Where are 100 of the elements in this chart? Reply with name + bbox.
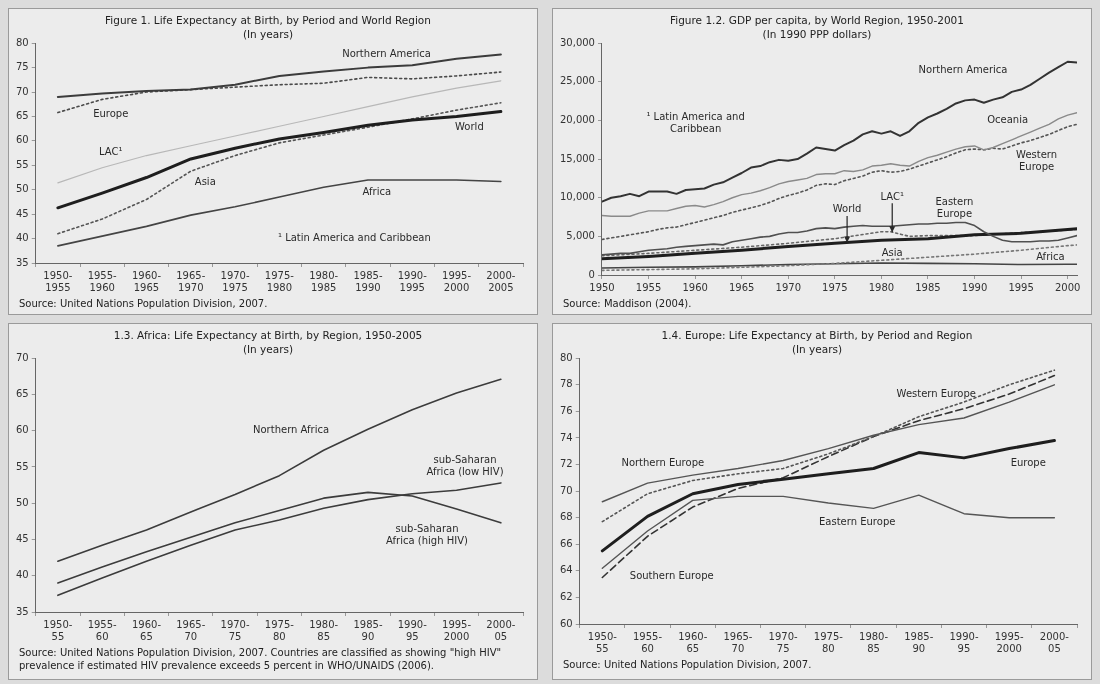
y-tick-label: 55 bbox=[15, 158, 29, 170]
x-tick-label: 1970-1975 bbox=[220, 269, 250, 293]
y-tick-label: 40 bbox=[15, 232, 29, 244]
y-tick-label: 60 bbox=[15, 134, 29, 146]
series-label: LAC¹ bbox=[99, 145, 123, 157]
x-tick-label: 1995-2000 bbox=[442, 618, 472, 642]
annotation: ¹ Latin America and Caribbean bbox=[646, 110, 745, 134]
y-tick-label: 65 bbox=[15, 388, 29, 400]
x-tick-label: 2000-05 bbox=[486, 618, 516, 642]
series-label: Northern Europe bbox=[621, 456, 705, 468]
chart-subtitle: (In years) bbox=[242, 342, 294, 355]
x-tick-label: 1995-2000 bbox=[442, 269, 472, 293]
y-tick-label: 62 bbox=[559, 591, 573, 603]
chart-title: 1.4. Europe: Life Expectancy at Birth, by Period and Region bbox=[661, 329, 973, 342]
x-tick-label: 1985-90 bbox=[353, 618, 383, 642]
y-tick-label: 0 bbox=[588, 268, 595, 280]
y-tick-label: 50 bbox=[15, 183, 29, 195]
y-tick-label: 30,000 bbox=[559, 36, 595, 48]
series-label: Africa bbox=[362, 185, 392, 197]
x-tick-label: 1990-95 bbox=[397, 618, 428, 642]
x-tick-label: 1995-2000 bbox=[994, 630, 1025, 654]
x-tick-label: 1990-1995 bbox=[397, 269, 428, 293]
line-series bbox=[601, 374, 1056, 579]
x-tick-label: 1980 bbox=[868, 281, 895, 293]
series-label: Europe bbox=[93, 108, 129, 120]
series-label: World bbox=[455, 120, 484, 132]
x-tick-label: 1965 bbox=[728, 281, 755, 293]
source-note: Source: United Nations Population Division, 2007. bbox=[18, 297, 269, 310]
source-note: Source: Maddison (2004). bbox=[562, 297, 693, 310]
x-tick-label: 1955 bbox=[635, 281, 662, 293]
line-series bbox=[57, 101, 502, 235]
series-label: Oceania bbox=[987, 113, 1029, 125]
x-tick-label: 1955-60 bbox=[633, 630, 663, 654]
x-tick-label: 1965-70 bbox=[176, 618, 206, 642]
chart-title: 1.3. Africa: Life Expectancy at Birth, by Region, 1950-2005 bbox=[113, 329, 423, 342]
y-tick-label: 25,000 bbox=[559, 75, 595, 87]
series-label: Eastern Europe bbox=[935, 196, 974, 220]
series-label: Asia bbox=[194, 175, 216, 187]
y-tick-label: 80 bbox=[559, 351, 573, 363]
x-tick-label: 1995 bbox=[1008, 281, 1034, 293]
y-tick-label: 70 bbox=[15, 351, 29, 363]
x-tick-label: 1975 bbox=[822, 281, 848, 293]
series-label: Western Europe bbox=[896, 387, 976, 399]
series-label: Northern America bbox=[342, 47, 431, 59]
y-tick-label: 70 bbox=[15, 85, 29, 97]
x-tick-label: 2000 bbox=[1054, 281, 1081, 293]
x-tick-label: 1985-90 bbox=[904, 630, 934, 654]
x-tick-label: 1970-75 bbox=[220, 618, 250, 642]
x-tick-label: 1980-85 bbox=[309, 618, 339, 642]
line-series bbox=[601, 244, 1077, 272]
x-tick-label: 1990-95 bbox=[949, 630, 979, 654]
y-tick-label: 66 bbox=[559, 537, 573, 549]
y-tick-label: 10,000 bbox=[559, 191, 595, 203]
x-tick-label: 1960-65 bbox=[131, 618, 162, 642]
x-tick-label: 1975-80 bbox=[264, 618, 295, 642]
series-label: Eastern Europe bbox=[819, 515, 896, 527]
x-tick-label: 1950-1955 bbox=[43, 269, 73, 293]
y-tick-label: 40 bbox=[15, 569, 29, 581]
x-tick-label: 1975-1980 bbox=[264, 269, 295, 293]
y-tick-label: 74 bbox=[559, 431, 573, 443]
y-tick-label: 75 bbox=[15, 61, 29, 73]
y-tick-label: 70 bbox=[559, 484, 573, 496]
y-tick-label: 20,000 bbox=[559, 114, 595, 126]
series-label: Northern Africa bbox=[253, 423, 330, 435]
series-label: sub-Saharan Africa (low HIV) bbox=[426, 453, 504, 477]
text: LAC¹ bbox=[880, 190, 904, 202]
y-tick-label: 5,000 bbox=[566, 229, 595, 241]
series-label: Southern Europe bbox=[629, 569, 714, 581]
x-tick-label: 1950-55 bbox=[43, 618, 73, 642]
y-tick-label: 45 bbox=[15, 207, 29, 219]
y-tick-label: 35 bbox=[15, 605, 29, 617]
y-tick-label: 78 bbox=[559, 378, 573, 390]
y-tick-label: 68 bbox=[559, 511, 573, 523]
source-note: Source: United Nations Population Division, 2007. bbox=[562, 658, 813, 671]
series-label: Asia bbox=[881, 246, 903, 258]
y-tick-label: 45 bbox=[15, 533, 29, 545]
x-tick-label: 1965-70 bbox=[723, 630, 753, 654]
x-tick-label: 1980-1985 bbox=[309, 269, 339, 293]
x-tick-label: 1965-1970 bbox=[176, 269, 206, 293]
chart-title: Figure 1.2. GDP per capita, by World Region, 1950-2001 bbox=[670, 14, 964, 27]
y-tick-label: 76 bbox=[559, 404, 573, 416]
y-tick-label: 35 bbox=[15, 256, 29, 268]
x-tick-label: 1985 bbox=[915, 281, 941, 293]
chart-subtitle: (In years) bbox=[791, 342, 843, 355]
chart-title: Figure 1. Life Expectancy at Birth, by Period and World Region bbox=[105, 14, 431, 27]
x-tick-label: 1960-65 bbox=[678, 630, 708, 654]
line-series bbox=[601, 123, 1077, 241]
source-note: Source: United Nations Population Division, 2007. Countries are classified as showing "high HIV" prevalence if estimated HIV prevalence exceeds 5 percent in WHO/UNAIDS (2006). bbox=[18, 646, 503, 672]
x-tick-label: 2000-05 bbox=[1039, 630, 1070, 654]
series-label: Europe bbox=[1010, 456, 1046, 468]
x-tick-label: 1950 bbox=[589, 281, 615, 293]
x-tick-label: 1975-80 bbox=[813, 630, 844, 654]
y-tick-label: 65 bbox=[15, 110, 29, 122]
y-tick-label: 60 bbox=[559, 617, 573, 629]
x-tick-label: 1955-1960 bbox=[87, 269, 118, 293]
text: World bbox=[832, 202, 862, 214]
x-tick-label: 1970 bbox=[775, 281, 801, 293]
y-tick-label: 64 bbox=[559, 564, 573, 576]
series-label: Africa bbox=[1036, 250, 1065, 262]
y-tick-label: 55 bbox=[15, 460, 29, 472]
